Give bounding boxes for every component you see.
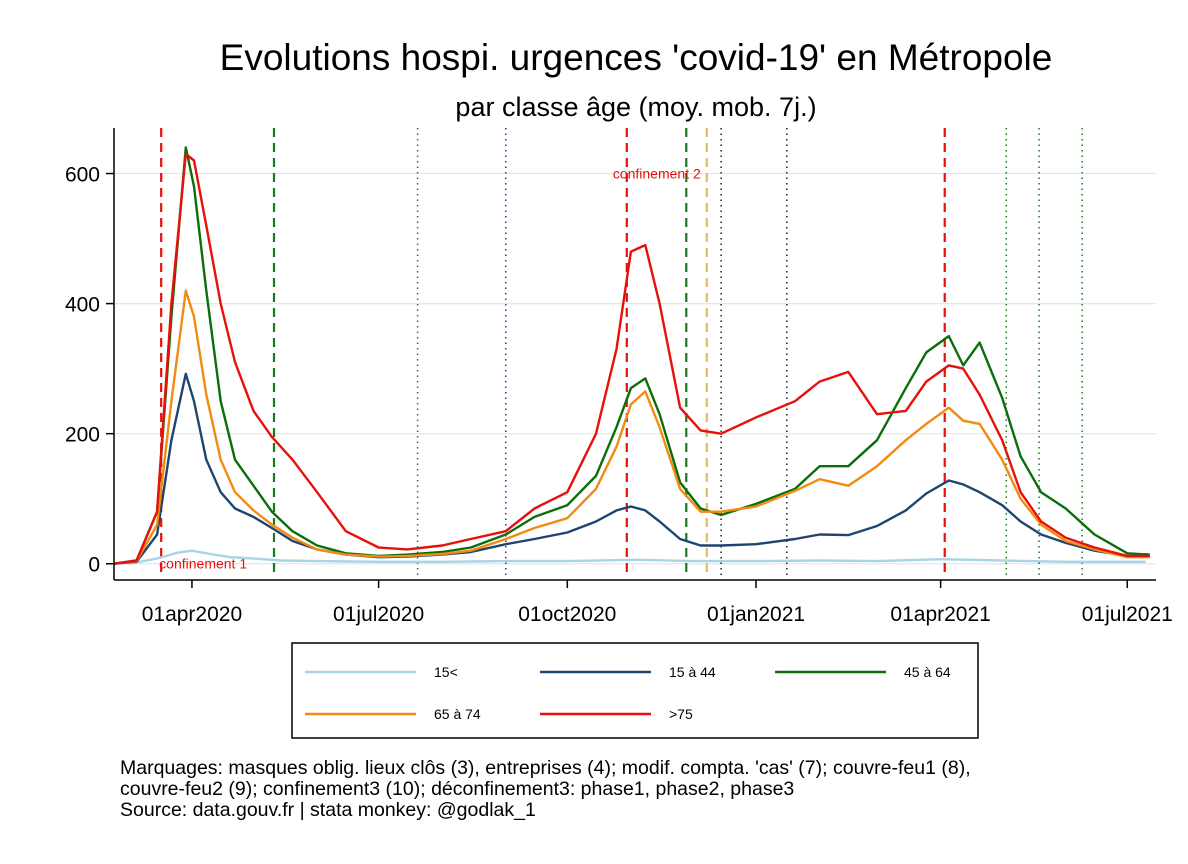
legend-label-4: >75 [669,706,693,722]
series-line-2 [113,146,1150,565]
x-tick-label-5: 01jul2021 [1082,603,1173,626]
gridlines [114,172,1156,565]
x-tick-label-2: 01oct2020 [518,603,616,626]
legend-box [291,642,979,739]
annotations: confinement 1 confinement 2 [159,166,701,572]
axes: 0 200 400 600 01apr2020 01jul2020 01oct2020 01j… [65,128,1173,626]
annotation-1: confinement 2 [613,166,701,182]
annotation-0: confinement 1 [159,556,247,572]
y-tick-label-1: 200 [65,424,100,447]
footnote-line-2: couvre-feu2 (9); confinement3 (10); déco… [120,778,795,800]
footnote-line-1: Marquages: masques oblig. lieux clôs (3)… [120,757,971,779]
legend: 15< 15 à 44 45 à 64 65 à 74 >75 [291,642,979,739]
series-line-3 [113,289,1150,565]
x-tick-label-0: 01apr2020 [142,603,242,626]
x-tick-label-1: 01jul2020 [333,603,424,626]
series-line-1 [113,372,1150,565]
y-tick-label-0: 0 [88,554,100,577]
legend-label-3: 65 à 74 [434,706,481,722]
legend-label-0: 15< [434,664,458,680]
series-line-0 [113,549,1146,565]
y-tick-label-2: 400 [65,294,100,317]
series-lines [113,146,1150,565]
legend-label-2: 45 à 64 [904,664,951,680]
footnote: Marquages: masques oblig. lieux clôs (3)… [120,758,1180,821]
y-tick-label-3: 600 [65,164,100,187]
chart-title: Evolutions hospi. urgences 'covid-19' en… [220,37,1053,78]
chart-subtitle: par classe âge (moy. mob. 7j.) [455,92,816,122]
x-tick-label-4: 01apr2021 [890,603,990,626]
series-line-4 [113,152,1150,565]
legend-label-1: 15 à 44 [669,664,716,680]
footnote-line-3: Source: data.gouv.fr | stata monkey: @go… [120,799,536,821]
x-tick-label-3: 01jan2021 [707,603,805,626]
